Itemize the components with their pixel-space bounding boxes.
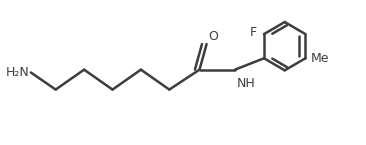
- Text: H₂N: H₂N: [5, 66, 29, 79]
- Text: O: O: [208, 30, 218, 43]
- Text: NH: NH: [237, 77, 255, 90]
- Text: Me: Me: [311, 52, 329, 65]
- Text: F: F: [250, 26, 257, 39]
